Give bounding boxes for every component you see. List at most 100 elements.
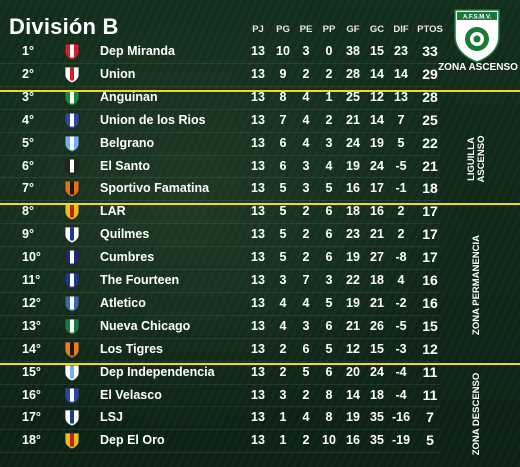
pe-cell: 4: [302, 295, 310, 310]
gc-cell: 18: [370, 273, 384, 287]
team-shield-icon: [64, 364, 80, 382]
gf-cell: 22: [346, 273, 360, 287]
team-shield-icon: [64, 66, 80, 84]
federation-logo-icon: A.F.S.M.V.: [454, 9, 500, 63]
table-row: 4° Union de los Rios 13 7 4 2 21 14 7 25: [0, 110, 440, 133]
ptos-cell: 33: [422, 43, 438, 59]
pj-cell: 13: [251, 227, 265, 242]
separator-ascenso: [0, 90, 520, 92]
pg-cell: 4: [279, 318, 287, 333]
gc-cell: 18: [370, 387, 384, 402]
gc-cell: 15: [370, 44, 384, 58]
row-divider: [0, 108, 440, 110]
gc-cell: 26: [370, 318, 384, 333]
team-name: Dep El Oro: [100, 433, 165, 448]
pg-cell: 3: [279, 387, 287, 402]
pe-cell: 2: [302, 204, 310, 219]
team-shield-icon: [64, 318, 80, 336]
row-divider: [0, 246, 440, 248]
ptos-cell: 22: [422, 134, 438, 151]
gf-cell: 25: [346, 89, 360, 104]
position-cell: 9°: [22, 227, 34, 242]
header-dif: DIF: [393, 24, 409, 35]
team-name: Union de los Rios: [100, 112, 206, 127]
pg-cell: 4: [279, 295, 287, 310]
pg-cell: 6: [279, 135, 287, 150]
dif-cell: 13: [394, 89, 408, 104]
dif-cell: -4: [395, 364, 407, 379]
gc-cell: 16: [370, 204, 384, 219]
ptos-cell: 16: [422, 272, 438, 288]
table-row: 13° Nueva Chicago 13 4 3 6 21 26 -5 15: [0, 316, 440, 339]
gc-cell: 21: [370, 227, 384, 242]
pp-cell: 6: [325, 250, 333, 265]
pp-cell: 6: [325, 364, 333, 379]
position-cell: 17°: [22, 410, 41, 425]
row-divider: [0, 429, 440, 431]
ptos-cell: 18: [422, 180, 438, 197]
pp-cell: 5: [325, 295, 333, 310]
pj-cell: 13: [251, 433, 265, 448]
team-shield-icon: [64, 158, 80, 175]
pj-cell: 13: [251, 181, 265, 196]
gc-cell: 17: [370, 181, 384, 196]
pe-cell: 2: [302, 387, 310, 402]
gc-cell: 12: [370, 89, 384, 104]
pj-cell: 13: [251, 158, 265, 173]
position-cell: 13°: [22, 318, 41, 333]
position-cell: 11°: [22, 273, 41, 287]
pe-cell: 4: [302, 89, 310, 104]
gf-cell: 23: [346, 227, 360, 242]
pg-cell: 2: [279, 364, 287, 379]
gc-cell: 14: [370, 66, 384, 81]
gc-cell: 24: [370, 364, 384, 379]
header-pg: PG: [276, 24, 290, 35]
row-divider: [0, 337, 440, 339]
separator-liguilla: [0, 203, 520, 205]
pj-cell: 13: [251, 410, 265, 425]
pe-cell: 6: [302, 341, 310, 356]
team-shield-icon: [64, 43, 80, 61]
pj-cell: 13: [251, 387, 265, 402]
pp-cell: 6: [325, 204, 333, 219]
pj-cell: 13: [251, 364, 265, 379]
dif-cell: -5: [395, 158, 407, 173]
separator-permanencia: [0, 363, 520, 365]
pe-cell: 2: [302, 250, 310, 265]
team-name: Belgrano: [100, 135, 155, 150]
pg-cell: 5: [279, 227, 287, 242]
zone-liguilla-label: LIGUILLA ASCENSO: [466, 135, 487, 183]
pe-cell: 7: [302, 273, 310, 287]
ptos-cell: 11: [422, 386, 438, 403]
pj-cell: 13: [251, 341, 265, 356]
team-shield-icon: [64, 226, 80, 244]
table-row: 1° Dep Miranda 13 10 3 0 38 15 23 33: [0, 41, 440, 64]
ptos-cell: 5: [426, 432, 434, 449]
position-cell: 5°: [22, 135, 34, 150]
team-shield-icon: [64, 341, 80, 359]
dif-cell: -16: [391, 410, 411, 425]
gf-cell: 21: [346, 318, 360, 333]
pg-cell: 1: [279, 433, 287, 448]
pp-cell: 0: [325, 44, 333, 58]
team-name: Dep Independencia: [100, 364, 215, 379]
pe-cell: 3: [302, 44, 310, 58]
pj-cell: 13: [251, 295, 265, 310]
pp-cell: 2: [325, 66, 333, 81]
table-row: 5° Belgrano 13 6 4 3 24 19 5 22: [0, 133, 440, 156]
table-row: 7° Sportivo Famatina 13 5 3 5 16 17 -1 18: [0, 178, 440, 201]
table-row: 18° Dep El Oro 13 1 2 10 16 35 -19 5: [0, 430, 440, 453]
pp-cell: 6: [325, 318, 333, 333]
table-row: 2° Union 13 9 2 2 28 14 14 29: [0, 64, 440, 87]
gc-cell: 24: [370, 158, 384, 173]
dif-cell: -5: [395, 318, 407, 333]
team-shield-icon: [64, 135, 80, 153]
pj-cell: 13: [251, 273, 265, 287]
pe-cell: 2: [302, 433, 310, 448]
table-row: 3° Anguinan 13 8 4 1 25 12 13 28: [0, 87, 440, 110]
header-pj: PJ: [252, 24, 264, 35]
team-name: The Fourteen: [100, 273, 180, 287]
dif-cell: 2: [397, 204, 405, 219]
pj-cell: 13: [251, 318, 265, 333]
pj-cell: 13: [251, 66, 265, 81]
